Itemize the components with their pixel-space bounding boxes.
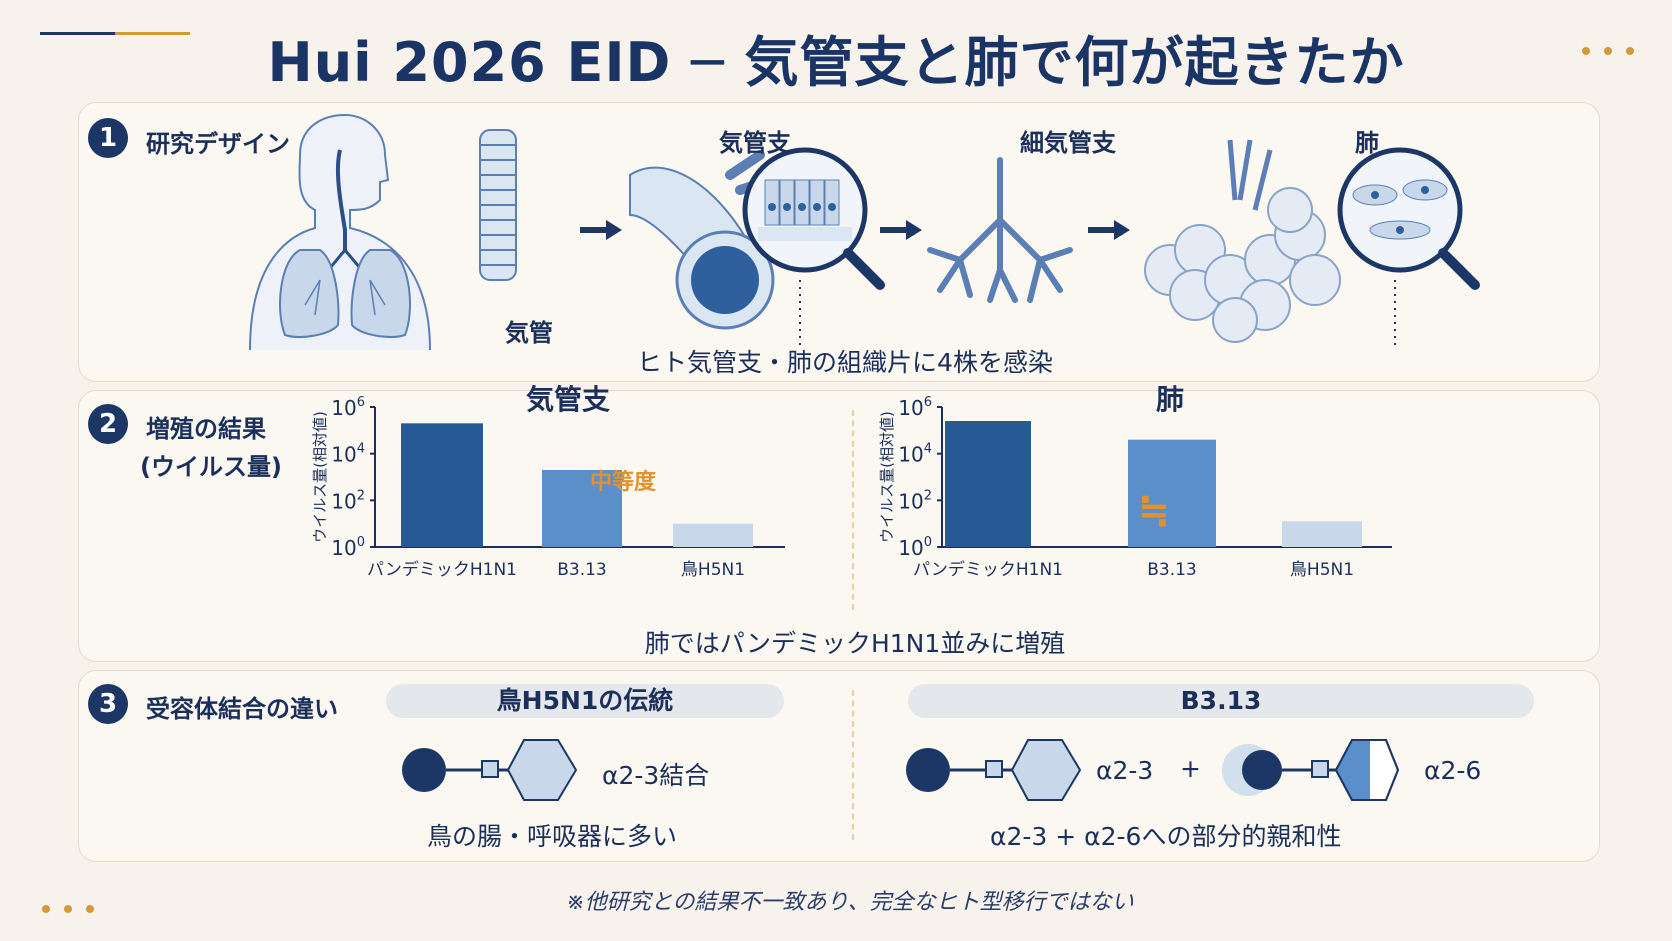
- label-trachea: 気管: [505, 319, 553, 347]
- section-label-replication-2: (ウイルス量): [140, 453, 282, 481]
- section-divider: [852, 690, 854, 840]
- bar: [542, 470, 622, 547]
- y-tick-label: 100: [331, 535, 365, 560]
- footnote: ※他研究との結果不一致あり、完全なヒト型移行ではない: [566, 890, 1134, 915]
- section-label-study-design: 研究デザイン: [146, 130, 290, 158]
- bronchus-tube-icon: [629, 150, 775, 330]
- right-binding-a-label: α2-3: [1096, 756, 1154, 785]
- label-bronchus: 気管支: [719, 129, 791, 157]
- x-tick-label: パンデミックH1N1: [367, 559, 517, 580]
- bronchiole-tree-icon: [927, 157, 1073, 303]
- x-tick-label: 鳥H5N1: [681, 560, 745, 580]
- section-number-2: 2: [88, 404, 128, 444]
- header-decor-dots: [1582, 40, 1648, 59]
- pill-avian-h5n1: 鳥H5N1の伝統: [386, 684, 784, 718]
- human-torso-lungs-icon: [249, 113, 431, 351]
- magnifier-epithelium-icon: [742, 147, 885, 345]
- right-binding-b-label: α2-6: [1424, 756, 1482, 785]
- page-title: Hui 2026 EID ─ 気管支と肺で何が起きたか: [267, 31, 1405, 94]
- section-number-1: 1: [88, 118, 128, 158]
- chart-title: 気管支: [526, 383, 610, 416]
- label-bronchiole: 細気管支: [1020, 129, 1116, 157]
- section-number-3: 3: [88, 684, 128, 724]
- bar: [401, 423, 483, 547]
- label-lung: 肺: [1355, 129, 1379, 157]
- footer-decor-dots: [42, 898, 108, 917]
- section-divider: [852, 410, 854, 610]
- alveoli-cluster-icon: [1144, 139, 1341, 343]
- trachea-icon: [479, 129, 517, 281]
- section-label-replication-1: 増殖の結果: [146, 415, 266, 443]
- header-decor-line: [40, 32, 190, 35]
- arrow-right-icon: [1088, 220, 1130, 240]
- bar: [1282, 521, 1362, 547]
- study-design-caption: ヒト気管支・肺の組織片に4株を感染: [637, 348, 1053, 377]
- arrow-right-icon: [880, 220, 922, 240]
- x-tick-label: パンデミックH1N1: [913, 559, 1063, 580]
- y-tick-label: 100: [898, 535, 932, 560]
- replication-caption: 肺ではパンデミックH1N1並みに増殖: [644, 629, 1066, 658]
- left-binding-label: α2-3結合: [602, 761, 710, 790]
- magnifier-alveolar-cells-icon: [1337, 147, 1480, 345]
- y-tick-label: 104: [898, 442, 932, 467]
- right-plus: +: [1180, 754, 1201, 783]
- receptor-alpha23-icon: [906, 739, 1082, 801]
- receptor-alpha26-icon: [1222, 739, 1400, 801]
- section-label-receptor: 受容体結合の違い: [146, 695, 338, 723]
- bar: [673, 523, 753, 547]
- chart-title: 肺: [1156, 383, 1184, 416]
- pill-b313: B3.13: [908, 684, 1534, 718]
- y-tick-label: 106: [331, 395, 365, 420]
- x-tick-label: 鳥H5N1: [1290, 560, 1354, 580]
- y-axis-label: ウイルス量(相対値): [311, 411, 329, 543]
- receptor-alpha23-icon: [402, 739, 578, 801]
- bar: [945, 421, 1031, 547]
- x-tick-label: B3.13: [1147, 560, 1197, 580]
- y-tick-label: 104: [331, 442, 365, 467]
- bar: [1128, 439, 1216, 547]
- y-axis-label: ウイルス量(相対値): [878, 411, 896, 543]
- right-receptor-caption: α2-3 + α2-6への部分的親和性: [990, 822, 1342, 851]
- y-tick-label: 102: [331, 488, 365, 513]
- moderate-annotation: 中等度: [590, 470, 657, 495]
- y-tick-label: 106: [898, 395, 932, 420]
- x-tick-label: B3.13: [557, 560, 607, 580]
- y-tick-label: 102: [898, 488, 932, 513]
- left-receptor-caption: 鳥の腸・呼吸器に多い: [427, 822, 678, 851]
- study-design-illustration: [249, 113, 1480, 351]
- approx-equal-symbol: ≒: [1138, 488, 1170, 532]
- arrow-right-icon: [580, 220, 622, 240]
